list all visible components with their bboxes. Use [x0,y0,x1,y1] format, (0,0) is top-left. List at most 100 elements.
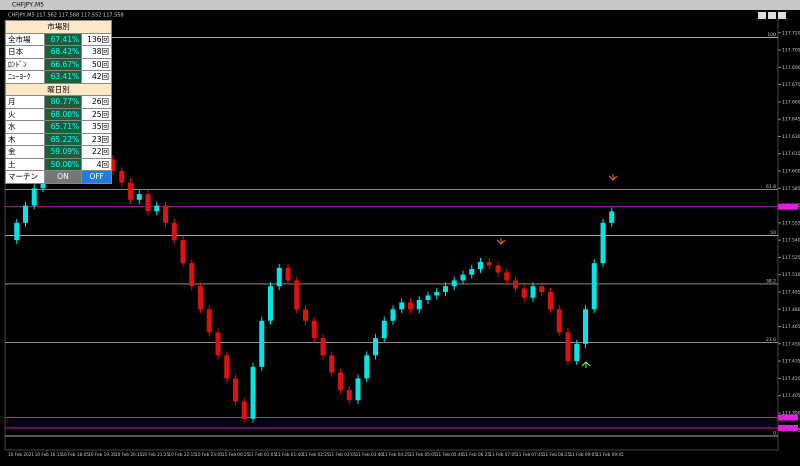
y-tick-label: 117.720 [782,30,800,36]
x-tick-label: 11 Feb 03:05 [329,452,357,457]
maximize-button[interactable] [768,12,776,19]
martin-off-button[interactable]: OFF [81,170,112,184]
x-tick-label: 11 Feb 05:05 [409,452,437,457]
candle-body [136,194,142,200]
panel-row: 土 50.00% 4回 [5,157,112,171]
x-tick-label: 10 Feb 16:15 [35,452,63,457]
win-rate: 65.71% [43,120,83,134]
x-tick-label: 11 Feb 01:05 [249,452,277,457]
candle-body [206,309,212,333]
candle-body [460,274,466,281]
row-label: 日本 [5,45,45,59]
candle-body [154,205,160,212]
panel-row: 月 80.77% 26回 [5,95,112,109]
candle-body [180,240,186,264]
x-tick-label: 10 Feb 19:35 [88,452,116,457]
martin-label: マーチン [5,170,45,184]
row-label: ﾆｭｰﾖｰｸ [5,70,45,84]
y-tick-label: 117.600 [782,169,800,175]
candle-body [276,267,282,287]
fib-label: 0 [773,431,776,437]
candle-body [591,263,597,310]
candle-body [600,222,606,264]
trade-count: 42回 [81,70,112,84]
candle-body [303,309,308,321]
trade-count: 22回 [81,145,112,159]
panel-row: ﾆｭｰﾖｰｸ 63.41% 42回 [5,70,112,84]
candle-body [381,320,387,339]
price-tag [778,424,798,431]
trade-count: 23回 [81,132,112,146]
y-tick-label: 117.390 [782,410,800,416]
panel-row: マーチン ON OFF [5,170,112,184]
x-tick-label: 10 Feb 20:15 [115,452,143,457]
y-tick-label: 117.465 [782,324,800,330]
x-tick-label: 10 Feb 23:05 [195,452,223,457]
martin-on-button[interactable]: ON [43,170,83,184]
sell-arrow [496,238,506,245]
stats-panel: 市場別 全市場 67.41% 136回 日本 68.42% 38回 ﾛﾝﾄﾞﾝ 66.67% 50… [5,20,112,184]
x-tick-label: 11 Feb 04:25 [382,452,410,457]
row-label: 全市場 [5,32,45,46]
candle-body [548,291,553,310]
candle-body [14,222,20,241]
price-tag [778,414,798,421]
panel-row: 木 65.22% 23回 [5,132,112,146]
trade-count: 136回 [81,32,112,46]
candle-body [241,401,247,419]
candle-body [259,320,265,367]
candle-body [285,267,291,281]
section-header: 市場別 [5,20,112,34]
candle-body [128,182,133,200]
candle-body [364,355,370,379]
candle-body [521,288,527,298]
row-label: 月 [5,95,45,109]
candle-body [390,309,396,321]
win-rate: 50.00% [43,157,83,171]
row-label: 火 [5,107,45,121]
candle-body [268,286,273,321]
x-tick-label: 10 Feb 2021 [8,452,34,457]
y-tick-label: 117.495 [782,289,800,295]
y-tick-label: 117.480 [782,307,800,313]
window-title: CHFJPY,M5 [12,2,44,9]
win-rate: 68.00% [43,107,83,121]
fib-label: 50 [770,230,776,236]
x-tick-label: 11 Feb 09:45 [596,452,624,457]
candle-body [250,366,256,419]
trade-count: 25回 [81,107,112,121]
x-tick-label: 11 Feb 06:25 [463,452,491,457]
x-tick-label: 11 Feb 09:05 [570,452,598,457]
candle-body [355,378,361,401]
candle-body [539,286,545,292]
x-tick-label: 10 Feb 18:05 [61,452,89,457]
minimize-button[interactable] [758,12,766,19]
candle-body [373,338,378,356]
panel-row: 全市場 67.41% 136回 [5,32,112,46]
candle-body [574,343,580,362]
candle-body [565,332,571,362]
candle-body [495,265,501,273]
candle-body [198,286,203,310]
buy-arrow [581,361,591,368]
candle-body [425,295,431,301]
candle-body [163,205,168,223]
x-tick-label: 11 Feb 00:25 [222,452,250,457]
sell-arrow [608,174,618,181]
x-tick-label: 11 Feb 02:25 [302,452,330,457]
candle-body [171,222,177,241]
candle-body [556,309,562,333]
close-button[interactable] [778,12,786,19]
panel-row: 日本 68.42% 38回 [5,45,112,59]
y-tick-label: 117.420 [782,376,800,382]
candle-body [530,286,536,298]
candle-body [233,378,238,402]
candle-body [609,211,615,223]
y-tick-label: 117.615 [782,151,800,157]
trade-count: 35回 [81,120,112,134]
candle-body [23,205,28,223]
x-tick-label: 11 Feb 08:25 [543,452,571,457]
candle-body [110,159,116,172]
candle-body [224,355,230,379]
